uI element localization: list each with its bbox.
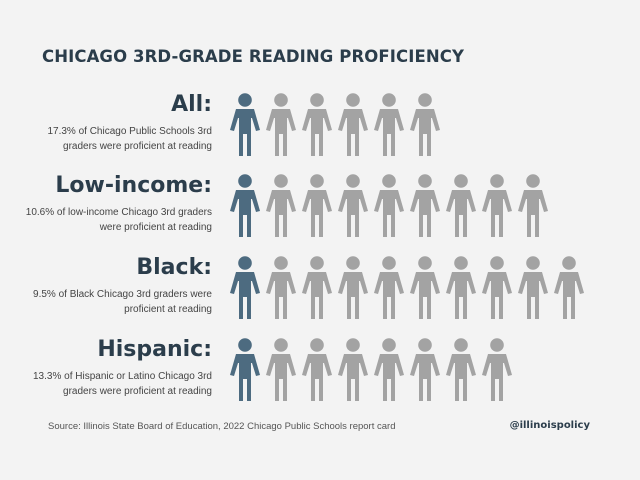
person-icon [338, 93, 368, 156]
person-icon [302, 338, 332, 401]
person-icon [374, 338, 404, 401]
person-icon-highlighted [230, 174, 260, 237]
person-icon [302, 93, 332, 156]
person-icon [554, 256, 584, 319]
person-icon [410, 174, 440, 237]
row-black: Black: 9.5% of Black Chicago 3rd graders… [0, 255, 640, 335]
row-all: All: 17.3% of Chicago Public Schools 3rd… [0, 92, 640, 172]
people-row-low-income [230, 174, 548, 237]
person-icon [338, 256, 368, 319]
person-icon [266, 256, 296, 319]
person-icon [302, 174, 332, 237]
people-row-hispanic [230, 338, 512, 401]
row-description-hispanic: 13.3% of Hispanic or Latino Chicago 3rd … [33, 371, 212, 397]
person-icon [302, 256, 332, 319]
person-icon [338, 338, 368, 401]
person-icon [266, 338, 296, 401]
person-icon-highlighted [230, 256, 260, 319]
person-icon [410, 256, 440, 319]
person-icon-highlighted [230, 93, 260, 156]
person-icon [374, 93, 404, 156]
person-icon [410, 93, 440, 156]
person-icon [446, 174, 476, 237]
social-handle: @illinoispolicy [509, 420, 590, 431]
person-icon [374, 174, 404, 237]
chart-title: CHICAGO 3RD-GRADE READING PROFICIENCY [42, 47, 465, 66]
person-icon [518, 174, 548, 237]
person-icon [410, 338, 440, 401]
person-icon [446, 338, 476, 401]
row-label-all: All: [171, 92, 212, 117]
row-low-income: Low-income: 10.6% of low-income Chicago … [0, 173, 640, 253]
row-label-low-income: Low-income: [55, 173, 212, 198]
source-note: Source: Illinois State Board of Educatio… [48, 421, 396, 432]
person-icon [374, 256, 404, 319]
row-label-hispanic: Hispanic: [97, 337, 212, 362]
row-description-low-income: 10.6% of low-income Chicago 3rd graders … [25, 207, 212, 233]
row-hispanic: Hispanic: 13.3% of Hispanic or Latino Ch… [0, 337, 640, 417]
person-icon [266, 93, 296, 156]
people-row-black [230, 256, 584, 319]
people-row-all [230, 93, 440, 156]
person-icon [482, 338, 512, 401]
person-icon [482, 174, 512, 237]
row-description-all: 17.3% of Chicago Public Schools 3rd grad… [47, 126, 212, 152]
person-icon [482, 256, 512, 319]
row-description-black: 9.5% of Black Chicago 3rd graders were p… [33, 289, 212, 315]
person-icon [518, 256, 548, 319]
row-label-black: Black: [136, 255, 212, 280]
person-icon-highlighted [230, 338, 260, 401]
person-icon [266, 174, 296, 237]
person-icon [338, 174, 368, 237]
person-icon [446, 256, 476, 319]
